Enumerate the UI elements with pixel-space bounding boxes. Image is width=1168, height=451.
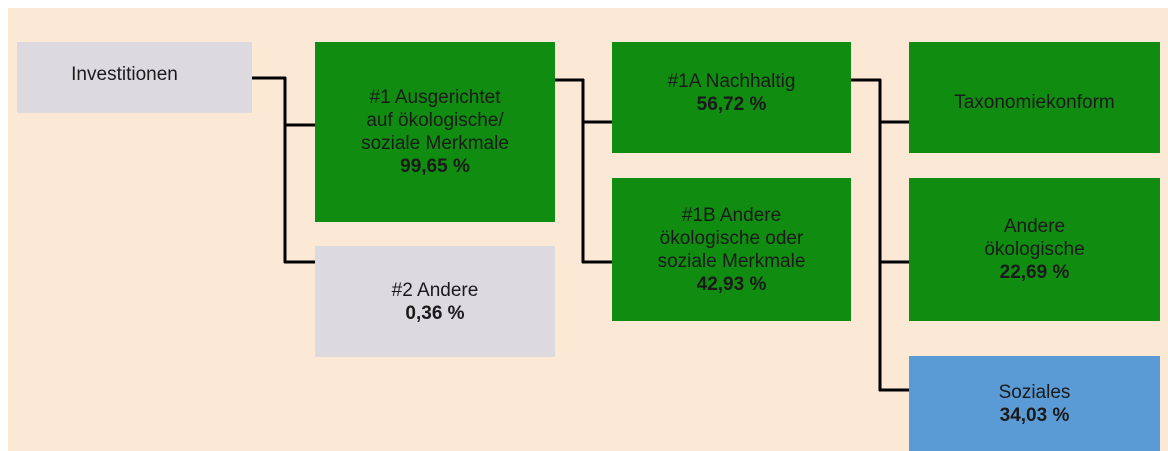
node-label: Soziales [998,381,1071,403]
node-label: Investitionen [71,64,178,85]
node: Soziales 34,03 % [909,356,1160,451]
node-value: 99,65 % [400,156,470,177]
node-label: auf ökologische/ [366,110,504,131]
node-value: 22,69 % [999,262,1070,283]
node-value: 0,36 % [405,302,465,324]
node: #1A Nachhaltig 56,72 % [612,42,851,153]
node-value: 56,72 % [696,93,767,115]
node-value: 34,03 % [999,404,1070,426]
node-label: #1 Ausgerichtet [369,87,501,108]
node-label: Taxonomiekonform [954,92,1115,113]
node: #1 Ausgerichtet auf ökologische/soziale M… [315,42,555,222]
node: Taxonomiekonform [909,42,1160,153]
node: Andere ökologische 22,69 % [909,178,1160,321]
node-label: #1B Andere [681,204,782,226]
node-label: Andere [1003,216,1066,237]
node-label: ökologische oder [659,227,804,249]
node: #2 Andere 0,36 % [315,246,555,357]
node-value: 42,93 % [696,273,767,295]
node-label: soziale Merkmale [657,250,806,272]
node-label: soziale Merkmale [361,133,509,154]
node-label: #1A Nachhaltig [667,70,796,92]
node: Investitionen [17,42,252,113]
node: #1B Andere ökologische oder soziale Merkma… [612,178,851,321]
node-label: #2 Andere [391,279,479,301]
node-label: ökologische [984,239,1085,260]
